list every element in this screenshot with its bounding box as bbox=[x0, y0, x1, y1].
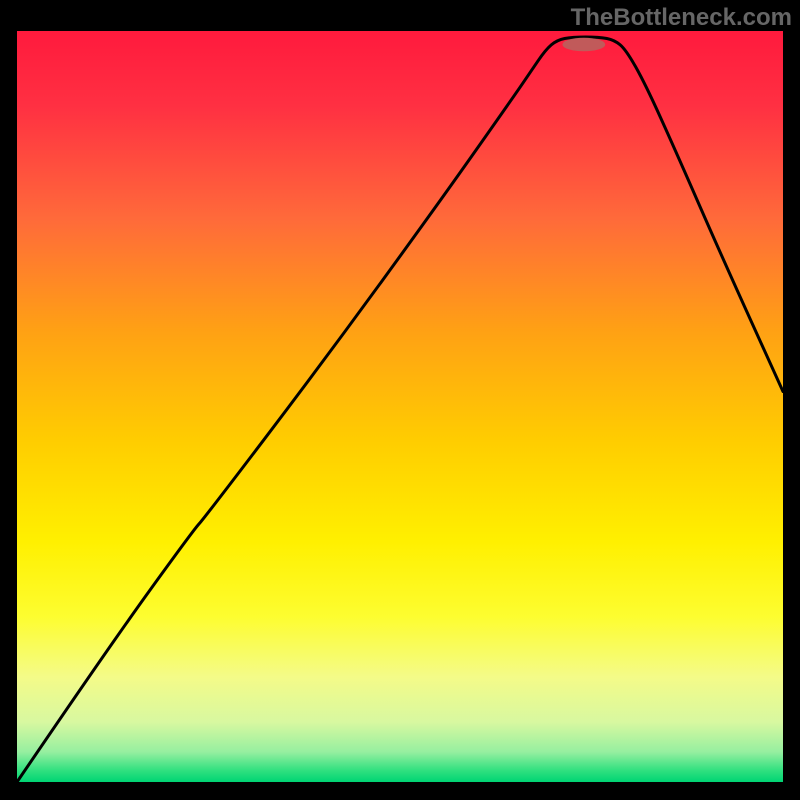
chart-frame: TheBottleneck.com bbox=[0, 0, 800, 800]
sweet-spot-marker bbox=[562, 38, 605, 52]
watermark-text: TheBottleneck.com bbox=[571, 4, 792, 32]
bottleneck-chart bbox=[0, 0, 800, 800]
plot-background bbox=[17, 31, 783, 782]
